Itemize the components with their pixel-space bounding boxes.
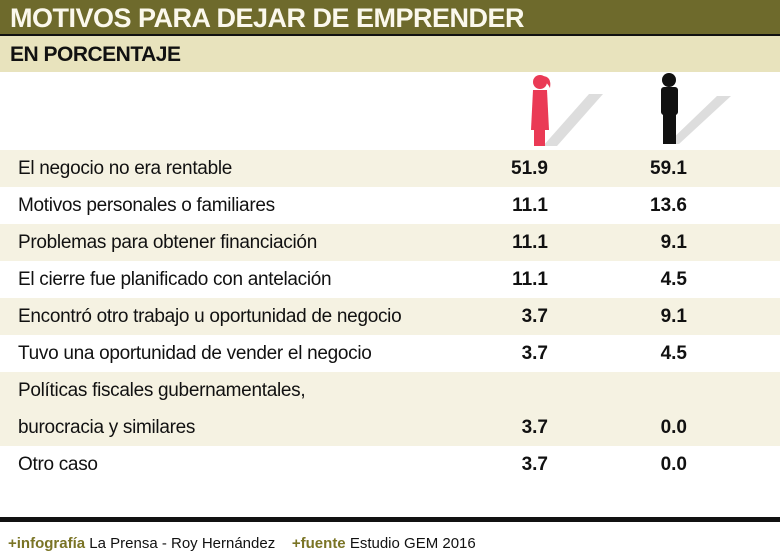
men-value: 9.1 bbox=[660, 306, 687, 327]
men-value: 4.5 bbox=[660, 269, 687, 290]
page-title: MOTIVOS PARA DEJAR DE EMPRENDER bbox=[0, 0, 780, 36]
source-label: +fuente bbox=[291, 535, 346, 552]
row-label: Otro caso bbox=[18, 454, 98, 475]
divider bbox=[0, 517, 780, 522]
women-value: 3.7 bbox=[521, 343, 548, 364]
table-row: Motivos personales o familiares 11.1 13.6 bbox=[0, 187, 780, 224]
men-value: 9.1 bbox=[660, 232, 687, 253]
table-row: Tuvo una oportunidad de vender el negoci… bbox=[0, 335, 780, 372]
row-label-line2: burocracia y similares bbox=[18, 417, 196, 438]
row-label: El cierre fue planificado con antelación bbox=[18, 269, 332, 290]
credit: La Prensa - Roy Hernández bbox=[89, 535, 276, 552]
women-value: 3.7 bbox=[521, 454, 548, 475]
footer: +infografía La Prensa - Roy Hernández +f… bbox=[8, 535, 476, 552]
women-value: 3.7 bbox=[521, 417, 548, 438]
subtitle: EN PORCENTAJE bbox=[0, 36, 780, 72]
table-row: El negocio no era rentable 51.9 59.1 bbox=[0, 150, 780, 187]
man-figure-icon bbox=[661, 73, 731, 144]
credit-label: +infografía bbox=[8, 535, 86, 552]
women-value: 11.1 bbox=[512, 232, 548, 253]
row-label: Motivos personales o familiares bbox=[18, 195, 275, 216]
table-row: Encontró otro trabajo u oportunidad de n… bbox=[0, 298, 780, 335]
table-row: El cierre fue planificado con antelación… bbox=[0, 261, 780, 298]
row-label: El negocio no era rentable bbox=[18, 158, 233, 179]
row-label: Tuvo una oportunidad de vender el negoci… bbox=[18, 343, 372, 364]
men-value: 0.0 bbox=[660, 454, 687, 475]
header-icons bbox=[0, 72, 780, 150]
men-value: 59.1 bbox=[650, 158, 687, 179]
men-value: 4.5 bbox=[660, 343, 687, 364]
woman-figure-icon bbox=[531, 75, 603, 146]
men-value: 13.6 bbox=[650, 195, 687, 216]
row-label: Problemas para obtener financiación bbox=[18, 232, 317, 253]
women-value: 3.7 bbox=[521, 306, 548, 327]
women-value: 11.1 bbox=[512, 195, 548, 216]
source: Estudio GEM 2016 bbox=[349, 535, 476, 552]
row-label: Políticas fiscales gubernamentales, buroc… bbox=[18, 372, 478, 446]
row-label: Encontró otro trabajo u oportunidad de n… bbox=[18, 306, 402, 327]
men-value: 0.0 bbox=[660, 417, 687, 438]
table-row: Otro caso 3.7 0.0 bbox=[0, 446, 780, 483]
table: El negocio no era rentable 51.9 59.1 Motiv… bbox=[0, 150, 780, 483]
row-label-line1: Políticas fiscales gubernamentales, bbox=[18, 380, 306, 401]
women-value: 11.1 bbox=[512, 269, 548, 290]
table-row: Políticas fiscales gubernamentales, buroc… bbox=[0, 372, 780, 446]
table-row: Problemas para obtener financiación 11.1 9… bbox=[0, 224, 780, 261]
women-value: 51.9 bbox=[511, 158, 548, 179]
